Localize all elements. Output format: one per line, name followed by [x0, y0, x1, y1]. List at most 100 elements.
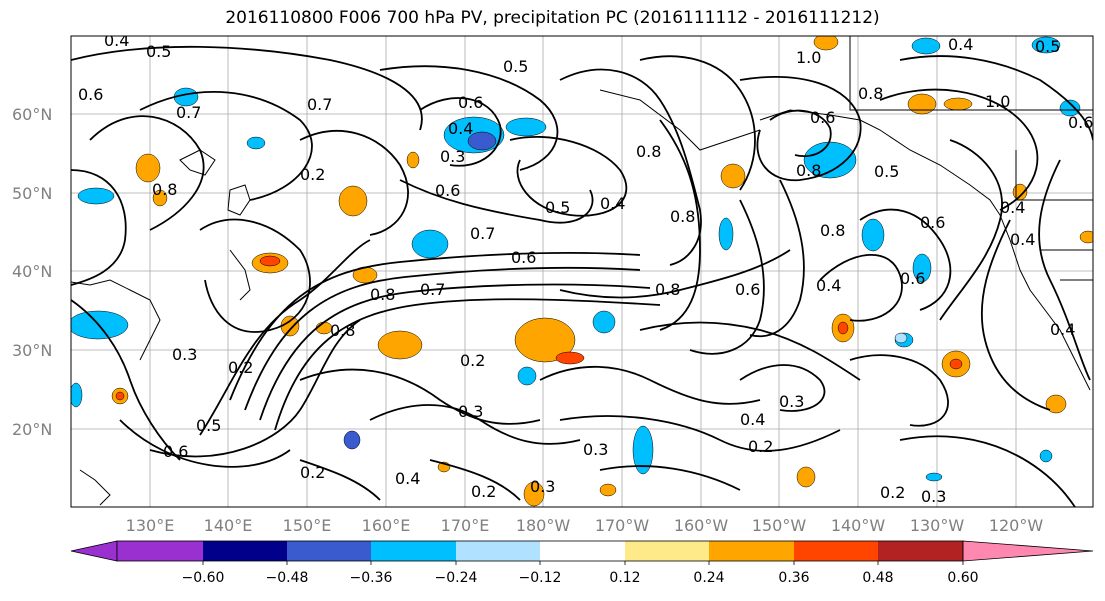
- contour-label: 0.4: [1050, 320, 1075, 339]
- colorbar-tick: 0.60: [947, 570, 978, 586]
- lon-label: 160°E: [362, 516, 411, 535]
- latitude-labels: 60°N 50°N 40°N 30°N 20°N: [12, 105, 52, 439]
- contour-label: 0.7: [420, 280, 445, 299]
- contour-label: 0.3: [583, 440, 608, 459]
- lat-label: 60°N: [12, 105, 52, 124]
- lat-label: 30°N: [12, 341, 52, 360]
- contour-label: 0.4: [395, 469, 420, 488]
- colorbar-tick: −0.48: [266, 570, 309, 586]
- colorbar-tick: 0.24: [693, 570, 724, 586]
- contour-label: 0.6: [810, 108, 835, 127]
- lon-label: 150°E: [283, 516, 332, 535]
- contour-label: 0.5: [503, 57, 528, 76]
- colorbar-tick: 0.48: [862, 570, 893, 586]
- contour-label: 0.4: [1000, 198, 1025, 217]
- contour-label: 0.6: [900, 269, 925, 288]
- lon-label: 150°W: [752, 516, 807, 535]
- contour-label: 0.5: [146, 42, 171, 61]
- lon-label: 120°W: [989, 516, 1044, 535]
- contour-label: 1.0: [985, 92, 1010, 111]
- colorbar-swatch: [371, 541, 456, 561]
- contour-label: 0.8: [636, 142, 661, 161]
- contour-label: 0.3: [921, 487, 946, 506]
- contour-label: 0.3: [530, 477, 555, 496]
- lat-label: 50°N: [12, 184, 52, 203]
- pv-contours: [71, 45, 1093, 507]
- contour-label: 1.0: [796, 48, 821, 67]
- contour-label: 0.2: [228, 358, 253, 377]
- contour-label: 0.8: [796, 161, 821, 180]
- contour-label: 0.5: [874, 162, 899, 181]
- lon-label: 140°E: [204, 516, 253, 535]
- contour-label: 0.6: [458, 93, 483, 112]
- contour-label: 0.2: [748, 437, 773, 456]
- colorbar-swatch: [878, 541, 963, 561]
- contour-label: 0.6: [163, 442, 188, 461]
- colorbar-swatch: [203, 541, 287, 561]
- contour-label: 0.2: [471, 482, 496, 501]
- contour-label: 0.7: [307, 95, 332, 114]
- contour-label: 0.6: [511, 248, 536, 267]
- contour-label: 0.6: [735, 280, 760, 299]
- colorbar-extend-low: [70, 540, 118, 562]
- lon-label: 160°W: [674, 516, 729, 535]
- lat-label: 20°N: [12, 420, 52, 439]
- lon-label: 140°W: [831, 516, 886, 535]
- colorbar-swatch: [709, 541, 794, 561]
- contour-label: 0.2: [880, 483, 905, 502]
- colorbar-swatch: [456, 541, 540, 561]
- coastlines: [71, 36, 1093, 506]
- colorbar-tick: −0.36: [350, 570, 393, 586]
- contour-label: 0.4: [1010, 230, 1035, 249]
- contour-label: 0.6: [78, 85, 103, 104]
- colorbar-swatch: [287, 541, 371, 561]
- contour-label: 0.3: [779, 392, 804, 411]
- contour-label: 0.8: [655, 280, 680, 299]
- contour-label: 0.4: [104, 31, 129, 50]
- contour-label: 0.2: [460, 351, 485, 370]
- map-layer: 0.4 0.5 0.5 0.6 0.7 0.7 0.4 0.3 0.6 0.8 …: [71, 31, 1093, 507]
- colorbar-tick: −0.24: [435, 570, 478, 586]
- contour-label: 0.8: [370, 285, 395, 304]
- contour-label: 0.6: [1068, 113, 1093, 132]
- contour-label: 0.7: [176, 103, 201, 122]
- contour-label: 0.2: [300, 165, 325, 184]
- colorbar-swatch: [625, 541, 709, 561]
- colorbar-tick: −0.12: [519, 570, 562, 586]
- contour-label: 0.3: [172, 345, 197, 364]
- lon-label: 170°W: [595, 516, 650, 535]
- contour-label: 0.8: [152, 180, 177, 199]
- contour-label: 0.4: [816, 276, 841, 295]
- contour-label: 0.8: [330, 321, 355, 340]
- colorbar-swatch: [540, 541, 625, 561]
- contour-labels: 0.4 0.5 0.5 0.6 0.7 0.7 0.4 0.3 0.6 0.8 …: [78, 31, 1093, 506]
- contour-label: 0.4: [448, 119, 473, 138]
- contour-label: 0.3: [458, 402, 483, 421]
- map-title: 2016110800 F006 700 hPa PV, precipitatio…: [225, 8, 880, 28]
- contour-label: 0.4: [600, 194, 625, 213]
- lon-label: 180°W: [516, 516, 571, 535]
- colorbar: −0.60 −0.48 −0.36 −0.24 −0.12 0.12 0.24 …: [70, 540, 1094, 586]
- contour-label: 0.4: [740, 410, 765, 429]
- contour-label: 0.5: [1035, 37, 1060, 56]
- contour-label: 0.5: [196, 416, 221, 435]
- colorbar-tick: 0.12: [609, 570, 640, 586]
- precip-shading: [71, 36, 1093, 507]
- contour-label: 0.8: [670, 207, 695, 226]
- contour-label: 0.7: [470, 224, 495, 243]
- colorbar-extend-high: [962, 540, 1094, 562]
- map-border: [70, 35, 1094, 508]
- contour-label: 0.8: [858, 84, 883, 103]
- lon-label: 130°W: [910, 516, 965, 535]
- colorbar-swatch: [117, 541, 203, 561]
- contour-label: 0.6: [435, 181, 460, 200]
- longitude-labels: 130°E 140°E 150°E 160°E 170°E 180°W 170°…: [126, 516, 1044, 535]
- colorbar-tick: −0.60: [182, 570, 225, 586]
- lon-label: 130°E: [126, 516, 175, 535]
- contour-label: 0.6: [920, 213, 945, 232]
- contour-label: 0.3: [440, 147, 465, 166]
- colorbar-swatch: [794, 541, 878, 561]
- contour-label: 0.8: [820, 221, 845, 240]
- contour-label: 0.5: [545, 198, 570, 217]
